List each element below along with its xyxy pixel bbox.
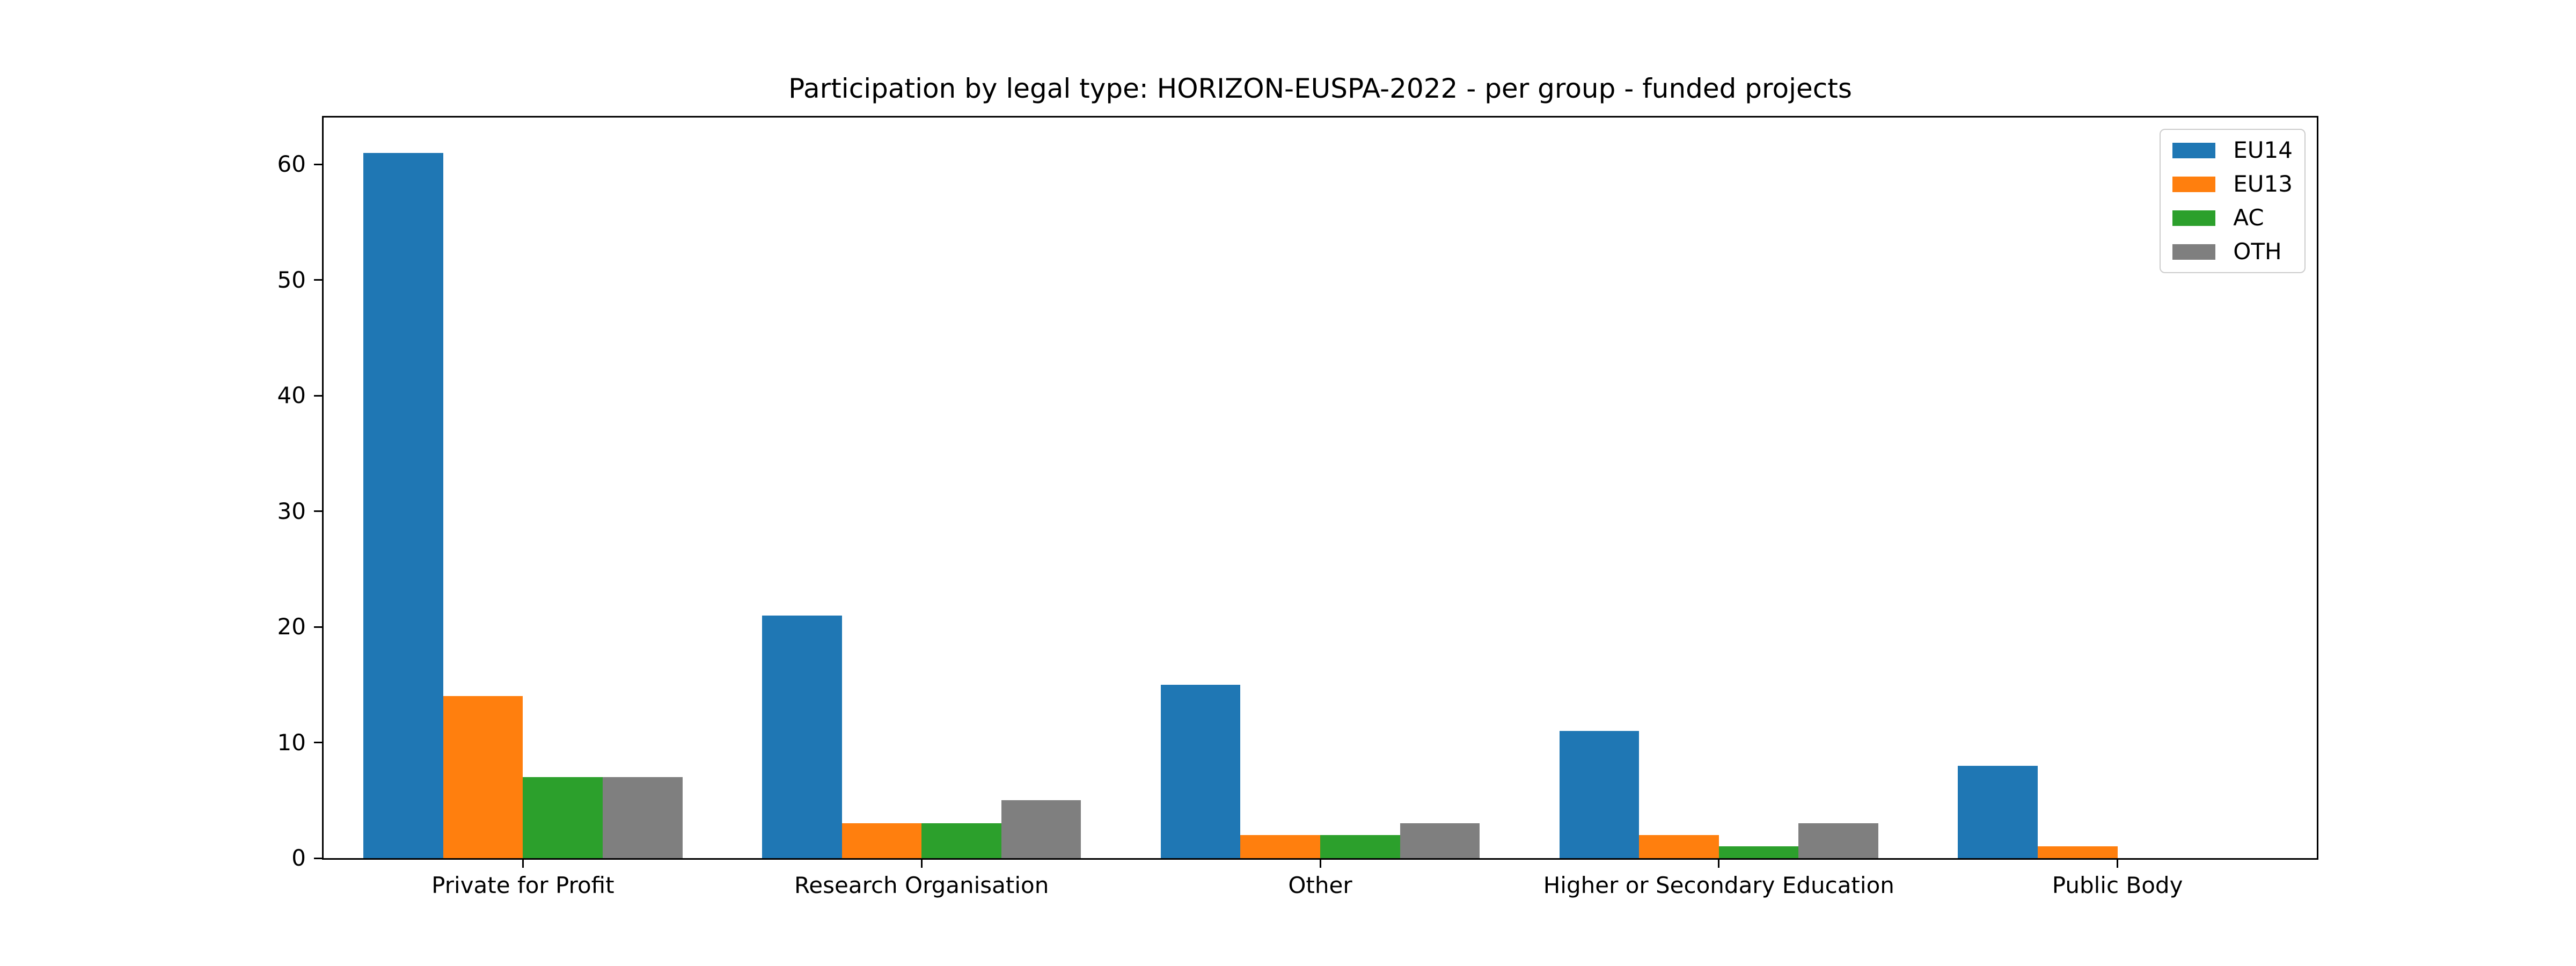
y-tick-label: 20 <box>277 613 306 640</box>
y-tick-label: 30 <box>277 497 306 524</box>
legend-label: EU14 <box>2233 137 2293 163</box>
bar-OTH-1 <box>1001 800 1081 858</box>
bar-EU13-1 <box>841 823 922 858</box>
legend-swatch-OTH <box>2172 244 2216 260</box>
bar-OTH-2 <box>1400 823 1480 858</box>
x-tick-mark <box>522 860 524 868</box>
chart-title: Participation by legal type: HORIZON-EUS… <box>788 73 1852 104</box>
legend-label: EU13 <box>2233 171 2293 197</box>
legend: EU14 EU13 AC OTH <box>2160 129 2306 273</box>
y-tick-label: 10 <box>277 729 306 756</box>
bar-AC-3 <box>1718 846 1799 858</box>
y-tick-mark <box>314 742 322 744</box>
legend-swatch-EU13 <box>2172 176 2216 192</box>
bar-EU14-4 <box>1958 765 2038 858</box>
x-tick-mark <box>920 860 923 868</box>
legend-swatch-AC <box>2172 210 2216 226</box>
plot-area: 0 10 20 30 40 50 60 Private for Profit Research… <box>277 116 2318 897</box>
x-tick-mark <box>1718 860 1720 868</box>
y-tick-label: 60 <box>277 151 306 178</box>
y-tick-mark <box>314 279 322 281</box>
bar-EU13-2 <box>1240 835 1320 858</box>
legend-item-AC: AC <box>2172 207 2293 229</box>
y-tick-label: 50 <box>277 266 306 293</box>
bar-EU13-3 <box>1639 835 1719 858</box>
legend-item-OTH: OTH <box>2172 240 2293 263</box>
x-tick-mark <box>1319 860 1321 868</box>
y-tick-label: 40 <box>277 382 306 409</box>
bar-OTH-3 <box>1798 823 1878 858</box>
y-tick-mark <box>314 163 322 165</box>
x-tick-label: Higher or Secondary Education <box>1543 872 1894 898</box>
x-tick-label: Public Body <box>2052 872 2183 898</box>
bar-EU14-0 <box>363 152 443 858</box>
y-tick-mark <box>314 510 322 513</box>
bar-AC-1 <box>921 823 1001 858</box>
bar-EU14-1 <box>762 615 842 858</box>
legend-item-EU14: EU14 <box>2172 139 2293 162</box>
y-tick-mark <box>314 626 322 628</box>
legend-label: OTH <box>2233 238 2282 265</box>
bar-OTH-0 <box>602 777 683 858</box>
legend-swatch-EU14 <box>2172 142 2216 158</box>
bar-EU14-2 <box>1160 684 1241 858</box>
bar-EU13-4 <box>2038 846 2118 858</box>
y-tick-label: 0 <box>291 845 306 871</box>
legend-label: AC <box>2233 204 2264 231</box>
bar-AC-0 <box>523 777 603 858</box>
x-tick-mark <box>2117 860 2119 868</box>
x-tick-label: Other <box>1288 872 1352 898</box>
legend-item-EU13: EU13 <box>2172 173 2293 195</box>
x-tick-label: Private for Profit <box>431 872 614 898</box>
bar-EU14-3 <box>1559 731 1640 858</box>
x-tick-label: Research Organisation <box>794 872 1049 898</box>
bar-EU13-0 <box>443 696 523 858</box>
y-tick-mark <box>314 857 322 859</box>
bar-AC-2 <box>1320 835 1400 858</box>
y-tick-mark <box>314 394 322 397</box>
